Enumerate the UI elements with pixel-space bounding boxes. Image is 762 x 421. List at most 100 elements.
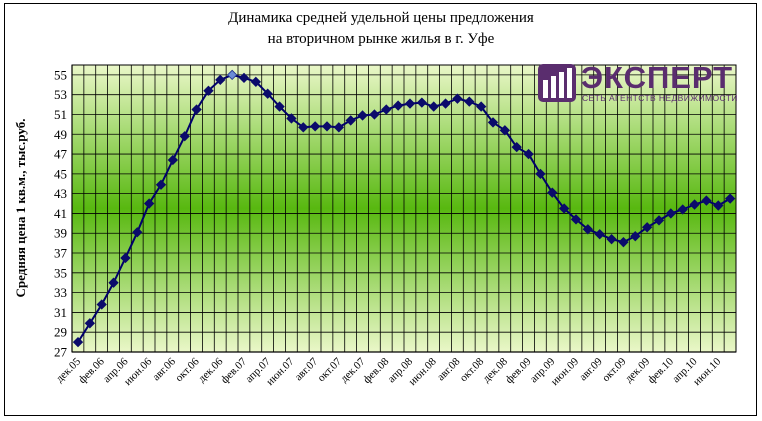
data-point-marker <box>523 148 534 160</box>
data-point-marker <box>487 117 499 128</box>
data-point-marker <box>594 229 605 240</box>
data-point-marker <box>250 76 262 87</box>
data-point-marker <box>475 101 487 112</box>
data-point-marker <box>499 125 511 136</box>
data-point-marker <box>333 122 345 133</box>
axes <box>71 64 737 353</box>
data-point-marker <box>570 214 582 225</box>
x-tick-label: фев.10 <box>646 355 677 386</box>
data-point-marker <box>274 101 285 112</box>
x-tick-label: авг.07 <box>293 355 321 383</box>
y-tick-label: 33 <box>54 285 67 300</box>
chart-title-line1: Динамика средней удельной цены предложен… <box>228 10 534 26</box>
data-point-marker <box>321 121 333 132</box>
data-point-marker <box>713 200 724 211</box>
expert-logo: ЭКСПЕРТ СЕТЬ АГЕНТСТВ НЕДВИЖИМОСТИ <box>538 60 738 106</box>
y-tick-label: 41 <box>54 206 67 221</box>
data-point-marker <box>167 154 179 166</box>
y-tick-label: 37 <box>54 246 68 261</box>
y-tick-labels: 27 29 31 33 35 37 39 41 43 45 47 49 51 53 55 <box>54 67 68 359</box>
x-tick-label: июн.08 <box>406 355 439 388</box>
data-point-marker <box>653 215 665 226</box>
data-point-marker <box>238 72 250 84</box>
y-tick-label: 31 <box>54 305 67 320</box>
y-tick-label: 35 <box>54 265 67 280</box>
y-tick-label: 53 <box>54 87 67 102</box>
data-point-marker <box>357 110 368 121</box>
data-point-marker <box>381 104 392 115</box>
data-point-marker <box>155 179 167 190</box>
data-point-marker <box>641 222 653 233</box>
data-point-marker <box>606 234 617 245</box>
data-point-marker <box>416 97 428 108</box>
data-point-marker <box>535 168 546 180</box>
data-point-marker <box>262 88 273 99</box>
y-tick-label: 27 <box>54 345 68 360</box>
logo-wordmark: ЭКСПЕРТ <box>581 60 734 95</box>
x-tick-label: фев.09 <box>503 355 534 386</box>
y-tick-label: 43 <box>54 186 67 201</box>
y-tick-label: 51 <box>54 107 67 122</box>
x-tick-label: окт.08 <box>458 355 487 384</box>
x-tick-label: июн.06 <box>122 355 155 388</box>
data-point-marker <box>120 252 131 264</box>
y-tick-label: 39 <box>54 226 67 241</box>
data-point-marker <box>132 227 143 238</box>
data-point-marker <box>677 204 688 215</box>
data-point-marker <box>582 224 594 235</box>
y-tick-label: 29 <box>54 325 67 340</box>
x-tick-label: фев.07 <box>219 355 250 386</box>
y-tick-label: 45 <box>54 166 67 181</box>
plot-border <box>71 64 737 353</box>
chart-title-line2: на вторичном рынке жилья в г. Уфе <box>267 31 495 47</box>
data-point-marker <box>428 101 439 112</box>
data-point-marker <box>345 115 356 126</box>
data-point-marker <box>309 121 321 132</box>
data-point-marker <box>724 193 736 204</box>
y-tick-label: 47 <box>54 147 68 162</box>
x-tick-label: авг.08 <box>435 355 463 383</box>
x-tick-label: фев.06 <box>76 355 107 386</box>
data-point-marker <box>404 98 416 109</box>
logo-mark-icon <box>538 64 576 102</box>
data-point-marker <box>464 96 475 107</box>
data-point-marker <box>452 93 463 104</box>
data-point-marker <box>701 195 712 206</box>
data-point-marker <box>108 277 119 288</box>
data-point-marker <box>143 198 155 209</box>
data-point-marker <box>179 131 190 142</box>
data-point-marker <box>369 109 380 120</box>
data-point-marker <box>226 69 238 81</box>
data-point-marker <box>618 236 629 248</box>
x-tick-label: авг.06 <box>150 355 178 383</box>
x-tick-label: июн.10 <box>691 355 724 388</box>
data-point-marker <box>665 208 677 219</box>
data-markers <box>72 69 736 348</box>
data-point-marker <box>286 113 297 124</box>
x-tick-label: авг.09 <box>577 355 605 383</box>
data-point-marker <box>392 100 404 111</box>
data-point-marker <box>547 187 558 198</box>
x-tick-label: окт.07 <box>315 355 344 384</box>
data-point-marker <box>511 141 522 153</box>
data-point-marker <box>191 104 202 115</box>
y-tick-label: 49 <box>54 127 67 142</box>
data-point-marker <box>215 74 226 86</box>
data-point-marker <box>440 98 451 109</box>
x-tick-label: июн.09 <box>549 355 582 388</box>
y-tick-label: 55 <box>54 67 67 82</box>
data-point-marker <box>84 318 96 329</box>
x-tick-labels: дек.05фев.06апр.06июн.06авг.06окт.06дек.… <box>54 355 724 388</box>
logo-tagline: СЕТЬ АГЕНТСТВ НЕДВИЖИМОСТИ <box>582 93 738 103</box>
data-point-marker <box>630 231 641 242</box>
data-point-marker <box>558 203 570 214</box>
data-point-marker <box>203 85 214 96</box>
data-point-marker <box>72 336 84 348</box>
data-point-marker <box>689 199 700 210</box>
data-point-marker <box>298 122 309 133</box>
data-point-marker <box>96 299 107 310</box>
x-tick-label: июн.07 <box>264 355 297 388</box>
x-tick-label: фев.08 <box>361 355 392 386</box>
x-tick-label: окт.09 <box>600 355 629 384</box>
